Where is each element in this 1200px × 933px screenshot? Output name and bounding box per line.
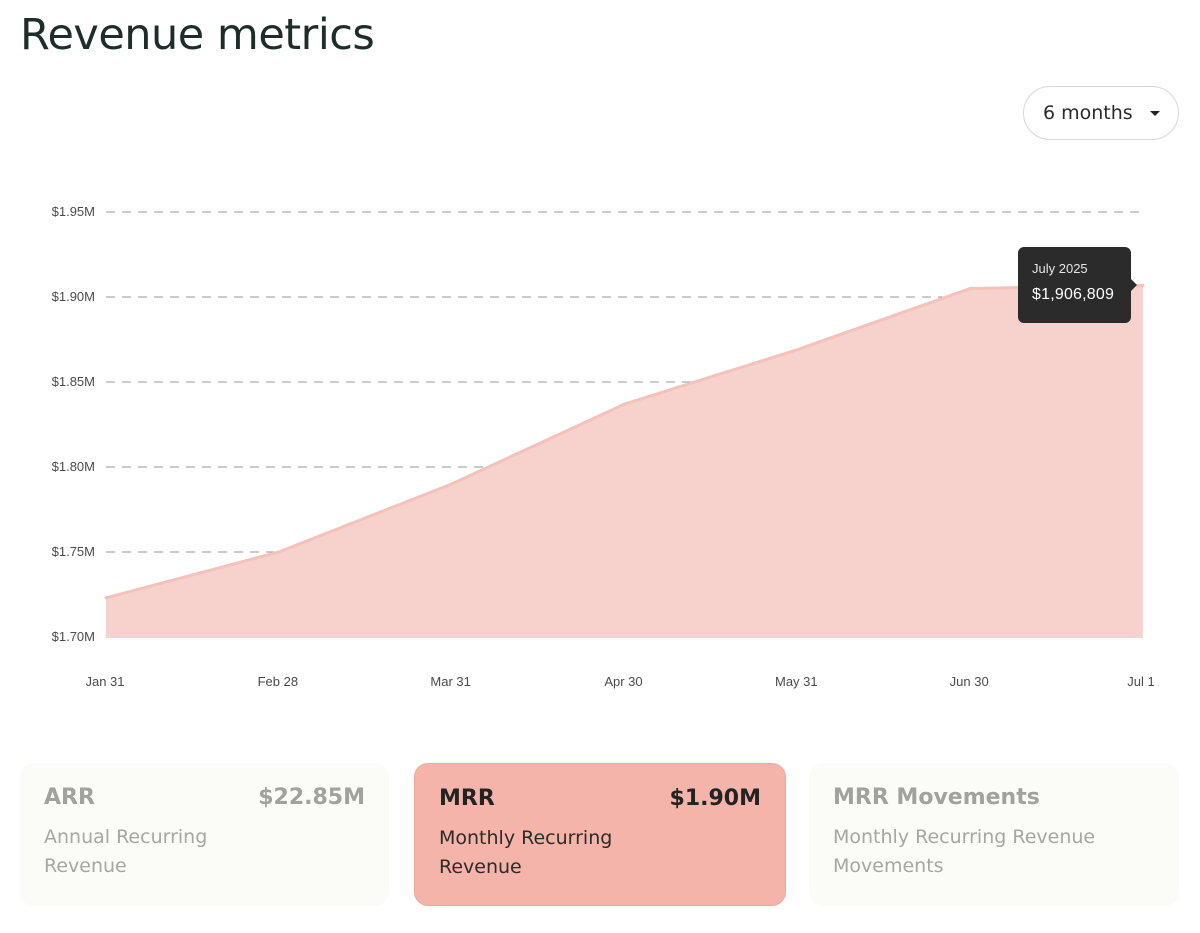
- mrr-area-chart[interactable]: $1.70M $1.75M $1.80M $1.85M $1.90M $1.95M Jan…: [0, 180, 1200, 710]
- x-tick-label: Jan 31: [85, 674, 124, 689]
- tooltip-value: $1,906,809: [1032, 286, 1115, 303]
- mrr-movements-card[interactable]: MRR Movements Monthly Recurring Revenue …: [809, 763, 1179, 906]
- data-point[interactable]: [450, 482, 454, 486]
- y-axis: $1.70M $1.75M $1.80M $1.85M $1.90M $1.95M: [52, 204, 95, 644]
- data-point[interactable]: [968, 287, 972, 290]
- period-dropdown-value: 6 months: [1043, 102, 1133, 124]
- x-tick-label: May 31: [775, 674, 818, 689]
- y-tick-label: $1.90M: [52, 289, 95, 304]
- arr-card[interactable]: ARR $22.85M Annual Recurring Revenue: [20, 763, 389, 906]
- chart-tooltip: July 2025 $1,906,809: [1018, 247, 1137, 323]
- card-value: $1.90M: [669, 786, 761, 811]
- x-axis: Jan 31 Feb 28 Mar 31 Apr 30 May 31 Jun 30 Jul …: [85, 674, 1154, 689]
- tooltip-month: July 2025: [1032, 261, 1088, 276]
- caret-down-icon: [1150, 110, 1160, 116]
- x-tick-label: Jun 30: [950, 674, 989, 689]
- card-name: MRR: [439, 786, 495, 811]
- x-tick-label: Apr 30: [604, 674, 642, 689]
- data-point[interactable]: [623, 402, 626, 406]
- tooltip-arrow-icon: [1131, 279, 1137, 291]
- y-tick-label: $1.85M: [52, 374, 95, 389]
- y-tick-label: $1.80M: [52, 459, 95, 474]
- card-value: $22.85M: [258, 785, 365, 810]
- card-name: ARR: [44, 785, 95, 810]
- card-name: MRR Movements: [833, 785, 1040, 810]
- x-tick-label: Jul 1: [1127, 674, 1154, 689]
- y-tick-label: $1.95M: [52, 204, 95, 219]
- card-description: Monthly Recurring Revenue Movements: [833, 826, 1096, 877]
- x-tick-label: Mar 31: [430, 674, 470, 689]
- card-description: Monthly Recurring Revenue: [439, 827, 613, 878]
- area-fill: [106, 285, 1143, 637]
- chart-area-layer: [104, 283, 1145, 637]
- mrr-card[interactable]: MRR $1.90M Monthly Recurring Revenue: [414, 763, 786, 906]
- page-title: Revenue metrics: [20, 10, 375, 60]
- data-point[interactable]: [277, 550, 281, 554]
- card-description: Annual Recurring Revenue: [44, 826, 208, 877]
- period-dropdown[interactable]: 6 months: [1023, 86, 1179, 140]
- y-tick-label: $1.70M: [52, 629, 95, 644]
- data-point[interactable]: [1141, 283, 1145, 287]
- x-tick-label: Feb 28: [258, 674, 298, 689]
- data-point[interactable]: [795, 348, 799, 352]
- data-point[interactable]: [104, 596, 108, 600]
- y-tick-label: $1.75M: [52, 544, 95, 559]
